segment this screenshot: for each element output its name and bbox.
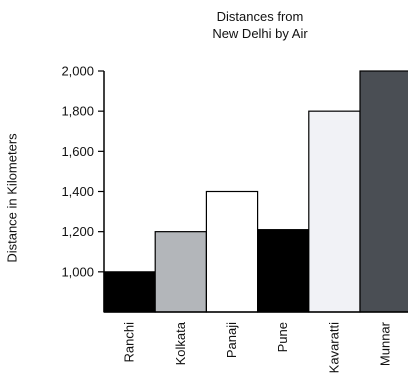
bar-ranchi (103, 271, 156, 313)
bar-pune (257, 229, 310, 313)
bar-munnar (359, 70, 408, 313)
y-tick-label-3: 1,600 (61, 144, 94, 159)
x-tick-label-kavaratti: Kavaratti (326, 322, 341, 373)
x-tick-label-ranchi: Ranchi (122, 322, 137, 363)
bar-kolkata (154, 231, 207, 313)
y-tick-label-5: 2,000 (61, 64, 94, 79)
x-tick-label-kolkata: Kolkata (173, 321, 188, 365)
chart-title-line-2: New Delhi by Air (212, 26, 308, 41)
bar-panaji (205, 190, 259, 313)
bar-kavaratti (308, 110, 361, 313)
y-tick-label-0: 1,000 (61, 264, 94, 279)
chart-title-line-1: Distances from (216, 9, 304, 24)
x-tick-label-pune: Pune (275, 322, 290, 352)
x-tick-label-munnar: Munnar (378, 321, 393, 366)
y-tick-label-2: 1,400 (61, 184, 94, 199)
y-tick-label-1: 1,200 (61, 224, 94, 239)
chart-title: Distances from New Delhi by Air (160, 8, 360, 42)
x-tick-label-panaji: Panaji (224, 322, 239, 358)
y-tick-label-4: 1,800 (61, 104, 94, 119)
